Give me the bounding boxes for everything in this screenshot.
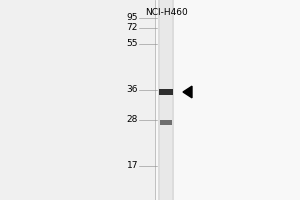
Bar [158,0,174,200]
Bar [155,0,300,200]
Text: NCI-H460: NCI-H460 [145,8,188,17]
Polygon shape [183,86,192,98]
Bar [0,0,155,200]
Bar [160,120,172,125]
Bar [159,89,173,95]
Text: 55: 55 [127,40,138,48]
Bar [160,0,172,200]
Text: 36: 36 [127,86,138,95]
Text: 28: 28 [127,116,138,124]
Text: 72: 72 [127,23,138,32]
Text: 17: 17 [127,162,138,170]
Text: 95: 95 [127,14,138,22]
